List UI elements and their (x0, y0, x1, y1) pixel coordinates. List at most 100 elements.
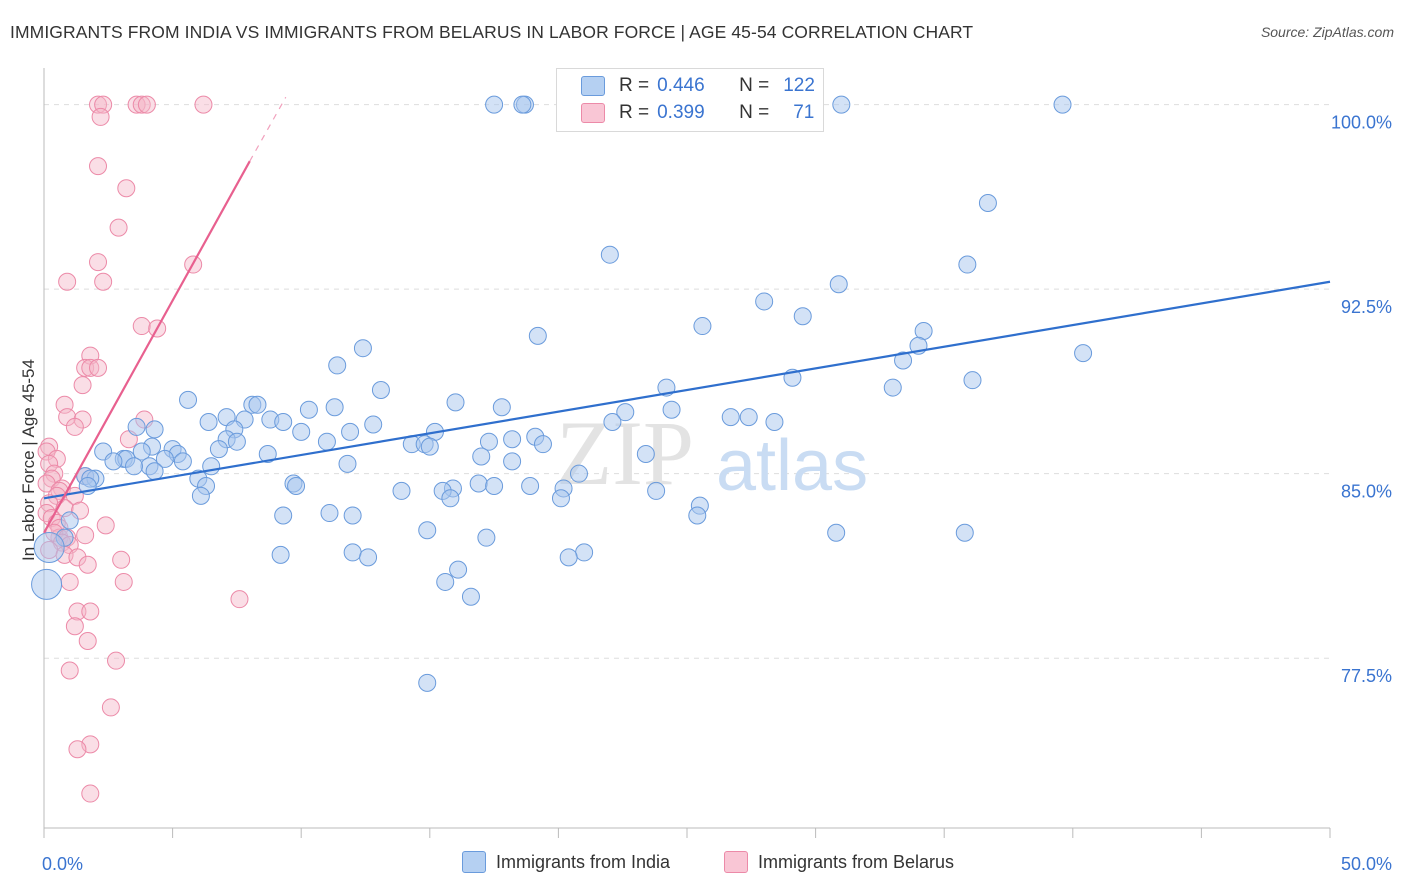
belarus-point (96, 516, 115, 535)
india-point (60, 511, 79, 530)
india-point (569, 464, 588, 483)
belarus-point (89, 358, 108, 377)
india-point (325, 398, 344, 417)
belarus-point (137, 95, 156, 114)
india-point (533, 435, 552, 454)
belarus-point (81, 358, 100, 377)
watermark: ZIP atlas (556, 402, 868, 506)
india-point (1074, 344, 1093, 363)
india-point (503, 452, 522, 471)
belarus-point (114, 572, 133, 591)
belarus-trend-extension (249, 96, 287, 162)
y-tick-label: 85.0% (1341, 482, 1392, 502)
india-point (503, 430, 522, 449)
belarus-r-value: 0.399 (657, 102, 705, 123)
india-point (173, 452, 192, 471)
india-legend-label: Immigrants from India (496, 851, 671, 872)
belarus-point (109, 218, 128, 237)
india-point (472, 447, 491, 466)
india-point (441, 489, 460, 508)
india-point (829, 275, 848, 294)
india-point (551, 489, 570, 508)
belarus-point (117, 179, 136, 198)
x-tick-label-min: 0.0% (42, 854, 83, 874)
y-tick-label: 92.5% (1341, 297, 1392, 317)
india-point (179, 390, 198, 409)
india-point (755, 292, 774, 311)
india-point (575, 543, 594, 562)
belarus-point (132, 95, 151, 114)
india-point (145, 420, 164, 439)
belarus-point (76, 526, 95, 545)
belarus-legend-swatch (724, 851, 748, 873)
legend-item-belarus[interactable]: Immigrants from Belarus (724, 851, 954, 873)
india-point (616, 403, 635, 422)
belarus-point (65, 417, 84, 436)
y-tick-label: 100.0% (1331, 113, 1392, 133)
belarus-point (81, 784, 100, 803)
belarus-point (107, 651, 126, 670)
india-point (145, 462, 164, 481)
belarus-point (73, 376, 92, 395)
belarus-point (127, 95, 146, 114)
india-point (125, 457, 144, 476)
india-point (104, 452, 123, 471)
india-point (721, 408, 740, 427)
gridlines (44, 104, 1330, 659)
india-r-label: R = (619, 75, 650, 96)
belarus-point (230, 590, 249, 609)
india-point (436, 572, 455, 591)
india-point (371, 381, 390, 400)
india-point (600, 245, 619, 264)
india-point (155, 449, 174, 468)
india-point (227, 432, 246, 451)
india-point (274, 413, 293, 432)
belarus-point (40, 454, 59, 473)
belarus-point (81, 602, 100, 621)
belarus-r-label: R = (619, 102, 650, 123)
watermark-atlas: atlas (716, 426, 868, 506)
india-point (528, 326, 547, 345)
india-point (883, 378, 902, 397)
india-point (958, 255, 977, 274)
india-swatch (581, 76, 605, 96)
india-point (739, 408, 758, 427)
legend-row-belarus: R = 0.399 N = 71 (581, 101, 814, 125)
legend-item-india[interactable]: Immigrants from India (462, 851, 670, 873)
india-point (258, 445, 277, 463)
india-point (287, 476, 306, 495)
india-r-value: 0.446 (657, 75, 705, 96)
india-point (343, 543, 362, 562)
india-n-value: 122 (783, 75, 815, 96)
india-point (793, 307, 812, 326)
india-point (662, 400, 681, 419)
belarus-point (89, 253, 108, 272)
belarus-point (45, 464, 64, 483)
belarus-point (112, 550, 131, 569)
india-legend-swatch (462, 851, 486, 873)
india-point (33, 532, 65, 563)
belarus-point (132, 317, 151, 336)
source-label: Source: ZipAtlas.com (1260, 24, 1394, 40)
india-point (636, 445, 655, 463)
india-point (353, 339, 372, 358)
belarus-point (89, 157, 108, 176)
belarus-point (73, 410, 92, 429)
india-point (271, 545, 290, 564)
india-point (299, 400, 318, 419)
belarus-point (58, 272, 77, 291)
belarus-n-value: 71 (793, 102, 815, 123)
belarus-legend-label: Immigrants from Belarus (758, 851, 955, 872)
belarus-point (60, 661, 79, 680)
belarus-point (94, 272, 113, 291)
india-point (209, 440, 228, 459)
india-point (320, 504, 339, 523)
india-point (485, 95, 504, 114)
india-point (418, 521, 437, 540)
india-point (693, 317, 712, 336)
india-trend-line (43, 280, 1331, 500)
india-point (31, 568, 63, 600)
india-point (248, 395, 267, 414)
trend-lines (43, 96, 1331, 534)
india-point (392, 481, 411, 500)
